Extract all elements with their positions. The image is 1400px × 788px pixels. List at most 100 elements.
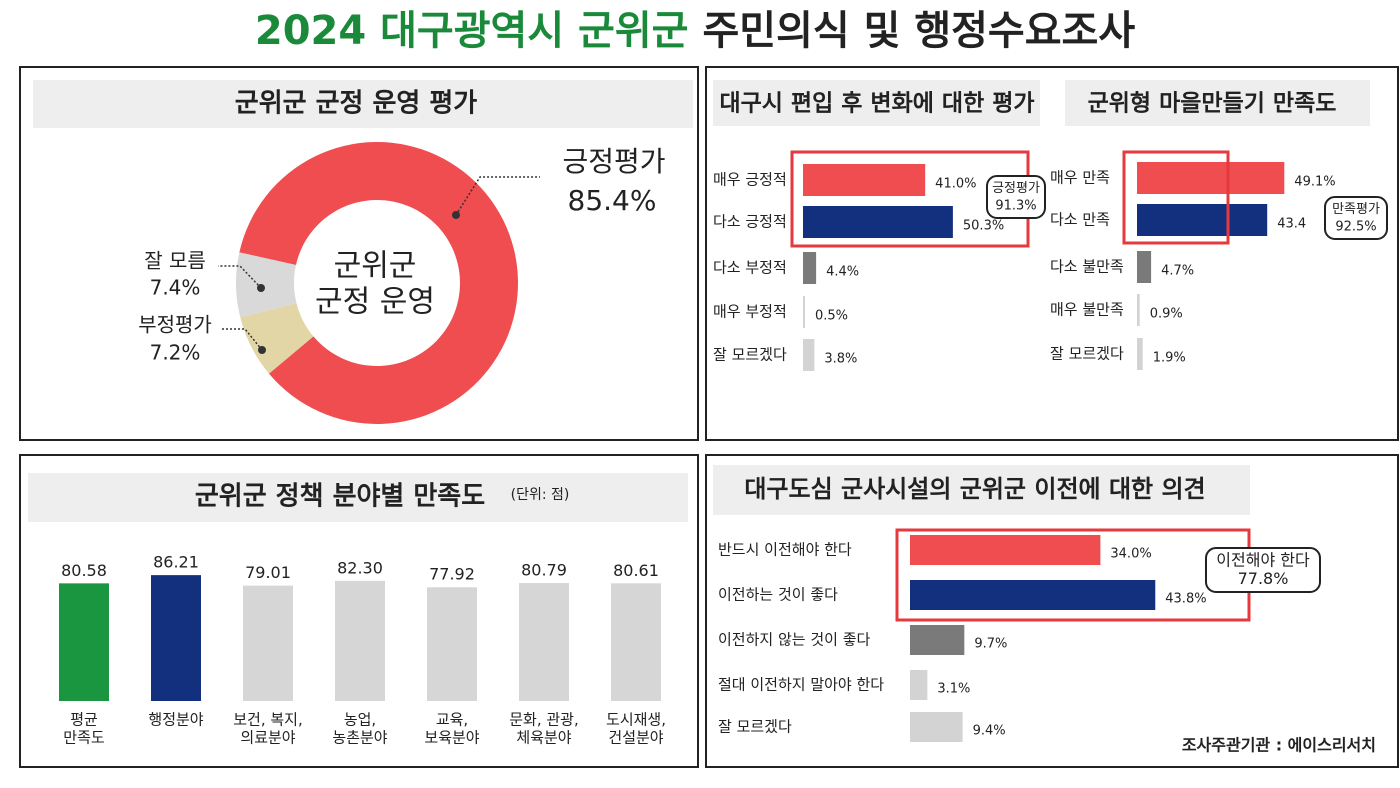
value-label: 3.1% bbox=[937, 682, 970, 697]
bar bbox=[1137, 251, 1152, 283]
category-label: 매우 부정적 bbox=[713, 303, 787, 321]
value-label: 9.7% bbox=[974, 637, 1007, 652]
category-label: 다소 부정적 bbox=[713, 259, 787, 277]
value-label: 43.4 bbox=[1277, 217, 1306, 232]
footer: 조사주관기관 : 에이스리서치 bbox=[1182, 736, 1376, 755]
value-label: 77.92 bbox=[429, 565, 475, 584]
leader-dot bbox=[452, 211, 460, 219]
slice-label: 긍정평가 bbox=[562, 145, 665, 178]
annotation-value: 92.5% bbox=[1335, 220, 1376, 235]
annotation-box bbox=[1205, 547, 1321, 593]
category-label: 보육분야 bbox=[424, 729, 479, 747]
bar bbox=[519, 583, 569, 701]
value-label: 3.8% bbox=[824, 352, 857, 367]
value-label: 1.9% bbox=[1153, 351, 1186, 366]
category-label: 행정분야 bbox=[148, 711, 203, 729]
value-label: 4.4% bbox=[826, 265, 859, 280]
value-label: 4.7% bbox=[1161, 264, 1194, 279]
value-label: 86.21 bbox=[153, 553, 199, 572]
chart-subtitle: (단위: 점) bbox=[511, 487, 570, 503]
bar bbox=[1137, 162, 1285, 194]
center-label: 군정 운영 bbox=[315, 285, 435, 320]
panel-header bbox=[1065, 80, 1370, 126]
value-label: 41.0% bbox=[935, 177, 976, 192]
panel-header bbox=[33, 80, 693, 128]
leader-line bbox=[218, 265, 262, 289]
bar bbox=[1137, 204, 1268, 236]
bar bbox=[611, 583, 661, 701]
category-label: 잘 모르겠다 bbox=[718, 718, 792, 736]
value-label: 0.9% bbox=[1150, 307, 1183, 322]
bar bbox=[910, 670, 928, 700]
category-label: 의료분야 bbox=[240, 729, 295, 747]
value-label: 50.3% bbox=[963, 219, 1004, 234]
bar bbox=[803, 252, 817, 284]
bar bbox=[803, 206, 953, 238]
category-label: 농업, bbox=[344, 711, 376, 729]
leader-line bbox=[220, 328, 263, 351]
category-label: 이전하는 것이 좋다 bbox=[718, 586, 838, 604]
leader-dot bbox=[258, 346, 266, 354]
annotation-box bbox=[986, 175, 1046, 219]
panel bbox=[705, 66, 1399, 441]
category-label: 매우 불만족 bbox=[1050, 301, 1124, 319]
slice-value: 7.2% bbox=[150, 341, 201, 365]
value-label: 79.01 bbox=[245, 563, 291, 582]
category-label: 다소 긍정적 bbox=[713, 213, 787, 231]
bar bbox=[803, 339, 815, 371]
donut-slice bbox=[239, 141, 518, 424]
chart-title: 군위형 마을만들기 만족도 bbox=[1088, 91, 1337, 117]
category-label: 매우 긍정적 bbox=[713, 171, 787, 189]
chart-title: 군위군 정책 분야별 만족도 bbox=[195, 482, 485, 512]
category-label: 이전하지 않는 것이 좋다 bbox=[718, 631, 871, 649]
category-label: 교육, bbox=[436, 711, 468, 729]
donut-slice bbox=[236, 252, 297, 318]
value-label: 0.5% bbox=[815, 309, 848, 324]
category-label: 농촌분야 bbox=[332, 729, 387, 747]
bar bbox=[910, 625, 965, 655]
value-label: 43.8% bbox=[1165, 592, 1206, 607]
category-label: 만족도 bbox=[63, 729, 105, 747]
bar bbox=[910, 580, 1156, 610]
slice-value: 7.4% bbox=[150, 276, 201, 300]
value-label: 80.61 bbox=[613, 561, 659, 580]
category-label: 다소 불만족 bbox=[1050, 258, 1124, 276]
category-label: 도시재생, bbox=[606, 711, 666, 729]
category-label: 절대 이전하지 말아야 한다 bbox=[718, 676, 884, 694]
annotation-value: 91.3% bbox=[995, 199, 1036, 214]
donut-slice bbox=[240, 303, 314, 374]
annotation-box bbox=[1324, 196, 1388, 240]
title-highlight: 2024 대구광역시 군위군 bbox=[255, 8, 689, 54]
center-label: 군위군 bbox=[334, 249, 417, 284]
bar bbox=[427, 587, 477, 701]
panel-header bbox=[713, 465, 1250, 515]
panel-header bbox=[713, 80, 1040, 126]
bar bbox=[335, 580, 385, 701]
category-label: 체육분야 bbox=[516, 729, 571, 747]
category-label: 잘 모르겠다 bbox=[1050, 345, 1124, 363]
bar bbox=[151, 575, 201, 701]
bar bbox=[803, 296, 805, 328]
leader-line bbox=[455, 176, 540, 216]
bar bbox=[910, 535, 1101, 565]
category-label: 건설분야 bbox=[608, 729, 663, 747]
bar bbox=[243, 585, 293, 701]
value-label: 80.58 bbox=[61, 561, 107, 580]
category-label: 잘 모르겠다 bbox=[713, 346, 787, 364]
chart-title: 군위군 군정 운영 평가 bbox=[235, 89, 478, 119]
main-title: 2024 대구광역시 군위군 주민의식 및 행정수요조사 bbox=[255, 8, 1135, 54]
bar bbox=[910, 712, 963, 742]
bar bbox=[1137, 338, 1143, 370]
value-label: 9.4% bbox=[973, 724, 1006, 739]
bar bbox=[803, 164, 926, 196]
chart-title: 대구도심 군사시설의 군위군 이전에 대한 의견 bbox=[744, 475, 1205, 503]
annotation-value: 77.8% bbox=[1238, 569, 1289, 588]
annotation-label: 이전해야 한다 bbox=[1216, 551, 1310, 570]
chart-title: 대구시 편입 후 변화에 대한 평가 bbox=[719, 91, 1034, 117]
category-label: 다소 만족 bbox=[1050, 211, 1110, 229]
slice-label: 부정평가 bbox=[138, 313, 212, 337]
category-label: 반드시 이전해야 한다 bbox=[718, 541, 852, 559]
slice-label: 잘 모름 bbox=[144, 249, 206, 273]
